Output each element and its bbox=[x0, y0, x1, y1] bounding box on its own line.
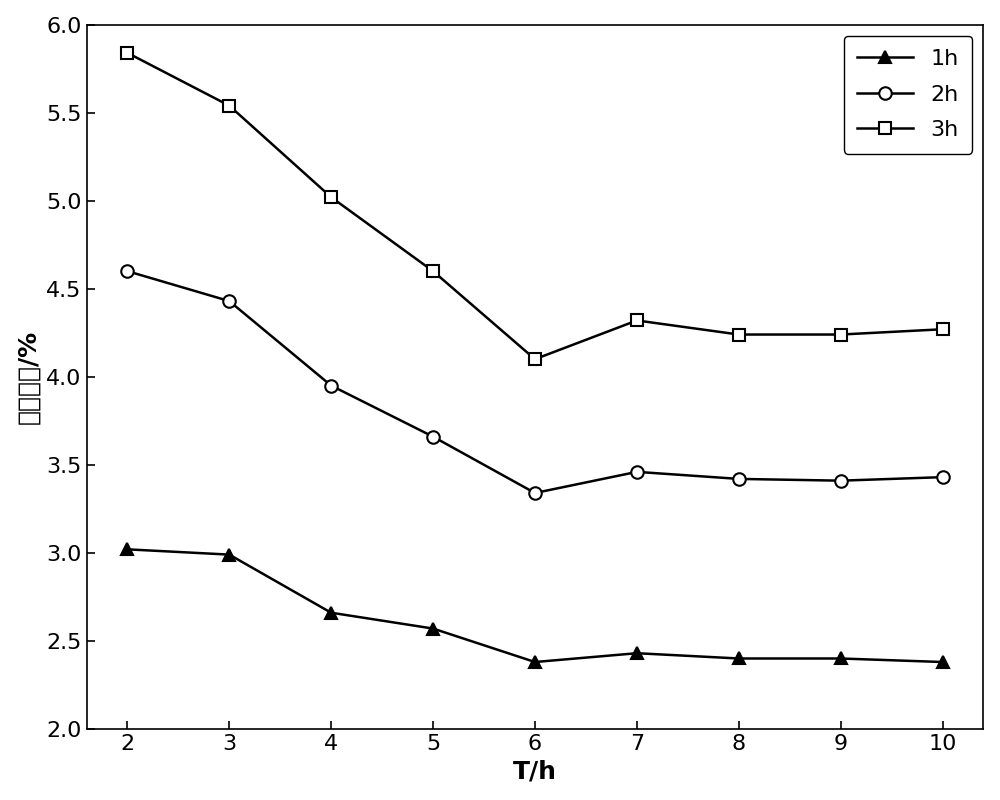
3h bbox=[325, 193, 337, 202]
2h bbox=[529, 488, 541, 498]
Legend: 1h, 2h, 3h: 1h, 2h, 3h bbox=[844, 36, 972, 154]
3h bbox=[835, 330, 847, 339]
1h bbox=[121, 545, 133, 554]
Line: 3h: 3h bbox=[121, 46, 949, 366]
2h bbox=[121, 266, 133, 276]
Line: 2h: 2h bbox=[121, 265, 949, 499]
1h bbox=[631, 649, 643, 658]
1h bbox=[223, 550, 235, 559]
1h bbox=[835, 654, 847, 663]
1h bbox=[325, 608, 337, 618]
2h bbox=[631, 467, 643, 477]
1h bbox=[529, 658, 541, 667]
1h bbox=[733, 654, 745, 663]
2h bbox=[835, 476, 847, 486]
3h bbox=[937, 325, 949, 334]
2h bbox=[427, 432, 439, 442]
2h bbox=[937, 472, 949, 482]
2h bbox=[325, 381, 337, 390]
3h bbox=[427, 266, 439, 276]
Line: 1h: 1h bbox=[121, 543, 949, 668]
2h bbox=[223, 296, 235, 306]
2h bbox=[733, 474, 745, 484]
3h bbox=[223, 101, 235, 110]
3h bbox=[529, 354, 541, 364]
Y-axis label: 平均误差/%: 平均误差/% bbox=[17, 330, 41, 424]
3h bbox=[121, 48, 133, 58]
3h bbox=[631, 316, 643, 326]
1h bbox=[937, 658, 949, 667]
3h bbox=[733, 330, 745, 339]
X-axis label: T/h: T/h bbox=[513, 759, 557, 783]
1h bbox=[427, 624, 439, 634]
